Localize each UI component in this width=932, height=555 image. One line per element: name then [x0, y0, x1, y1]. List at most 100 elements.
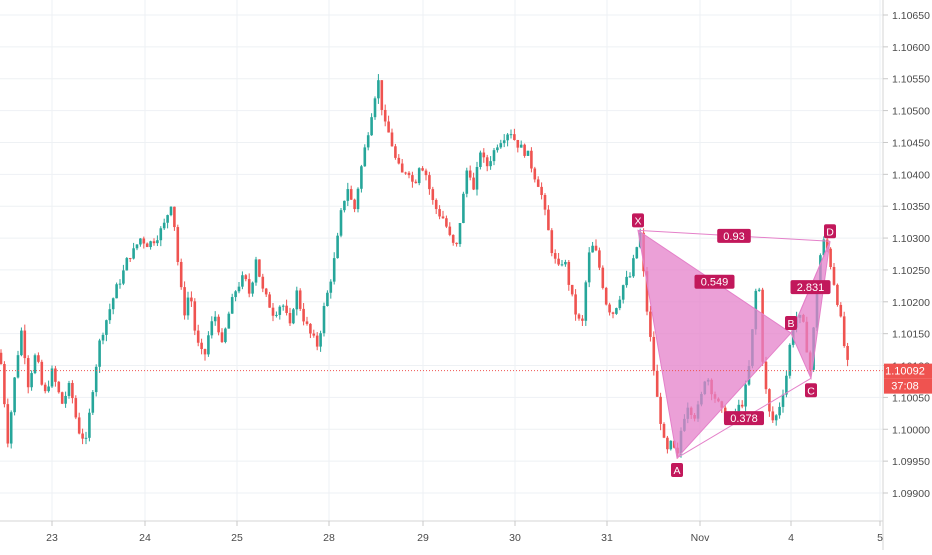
candle-body	[509, 134, 513, 136]
candle-body	[3, 364, 6, 405]
candle-body	[9, 412, 13, 444]
candle-body	[523, 144, 526, 156]
candle-body	[145, 243, 149, 248]
x-tick-label: 5	[877, 532, 883, 544]
candle-body	[169, 206, 173, 216]
candle-body	[594, 245, 598, 251]
candle-body	[13, 377, 16, 413]
candle-body	[295, 290, 299, 310]
candle-body	[57, 381, 61, 393]
candle-body	[567, 261, 571, 285]
candle-body	[846, 345, 849, 360]
pattern-point-label: D	[826, 226, 834, 238]
candle-body	[230, 297, 234, 314]
candle-body	[428, 175, 431, 190]
candle-body	[156, 240, 159, 244]
candle-body	[322, 306, 326, 334]
candle-body	[264, 288, 268, 295]
candle-body	[190, 297, 193, 302]
y-tick-label: 1.10450	[892, 137, 930, 149]
candle-body	[625, 276, 628, 286]
candle-body	[438, 209, 441, 217]
candle-body	[135, 244, 139, 249]
candle-body	[193, 301, 197, 331]
y-tick-label: 1.10600	[892, 42, 930, 54]
time-axis[interactable]: 23 24 25 28 29 30 31 Nov 4 5	[46, 521, 883, 544]
candle-body	[6, 404, 10, 444]
pattern-point-label: A	[673, 465, 680, 477]
candle-body	[400, 163, 404, 173]
harmonic-pattern[interactable]: 0.93 0.549 0.378 2.831 X A B C D	[632, 213, 836, 477]
candle-body	[285, 305, 288, 314]
candle-body	[111, 298, 115, 310]
candle-body	[519, 144, 523, 148]
candle-body	[152, 241, 156, 244]
candle-body	[281, 305, 285, 307]
candle-body	[757, 289, 761, 291]
candle-body	[621, 285, 625, 300]
candle-body	[108, 309, 112, 321]
candle-body	[390, 132, 394, 147]
candle-body	[271, 307, 275, 316]
candle-body	[581, 318, 584, 321]
candle-body	[125, 258, 129, 271]
candle-body	[275, 314, 278, 316]
candle-body	[513, 134, 516, 140]
candle-body	[475, 166, 479, 190]
candle-body	[591, 245, 594, 253]
candle-body	[448, 226, 452, 235]
candle-body	[394, 146, 397, 158]
candle-body	[516, 139, 520, 148]
candle-body	[200, 342, 203, 350]
candle-body	[268, 294, 271, 308]
candle-body	[492, 150, 496, 162]
candle-body	[183, 287, 186, 316]
candle-body	[632, 258, 635, 277]
candle-body	[659, 396, 662, 424]
x-tick-label: Nov	[691, 532, 710, 544]
candle-body	[336, 235, 339, 259]
candle-body	[666, 437, 669, 450]
candle-body	[37, 355, 40, 362]
candle-body	[332, 258, 336, 282]
pattern-ratio-label: 0.378	[730, 413, 758, 425]
candle-body	[768, 389, 771, 412]
y-tick-label: 1.10300	[892, 233, 930, 245]
candle-body	[346, 189, 350, 201]
candle-body	[118, 283, 122, 285]
candle-body	[829, 248, 832, 267]
pattern-ratio-label: 0.93	[723, 231, 744, 243]
candle-body	[30, 373, 33, 388]
candle-body	[547, 209, 550, 231]
candle-body	[77, 417, 81, 434]
candle-body	[417, 168, 421, 184]
candle-body	[836, 284, 839, 305]
candle-body	[771, 411, 775, 421]
candle-body	[309, 323, 312, 334]
candle-body	[115, 284, 118, 299]
candle-body	[142, 238, 146, 244]
candle-body	[166, 215, 169, 223]
candle-body	[434, 199, 438, 210]
candle-body	[353, 199, 356, 210]
candle-body	[468, 170, 472, 178]
candle-body	[740, 404, 744, 407]
candle-body	[319, 333, 322, 347]
y-tick-label: 1.10200	[892, 297, 930, 309]
y-tick-label: 1.10050	[892, 392, 930, 404]
candle-body	[173, 206, 176, 228]
candle-body	[431, 189, 435, 200]
candle-body	[101, 334, 105, 341]
candle-body	[533, 168, 537, 180]
candle-body	[234, 291, 237, 298]
y-tick-label: 1.09900	[892, 488, 930, 500]
y-tick-label: 1.10250	[892, 265, 930, 277]
candle-body	[479, 152, 482, 167]
candle-body	[652, 336, 656, 371]
candle-body	[553, 253, 557, 259]
candle-body	[227, 313, 231, 329]
candle-body	[0, 352, 3, 365]
candle-body	[40, 361, 44, 385]
